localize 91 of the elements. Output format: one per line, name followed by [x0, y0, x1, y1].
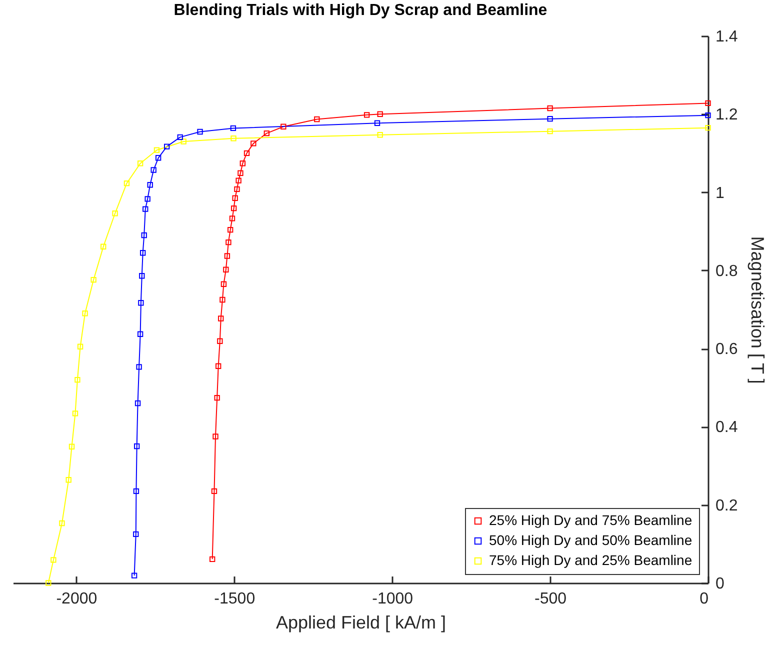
- point: [131, 572, 138, 578]
- point: [240, 160, 246, 166]
- y-tick-label: 1: [716, 184, 724, 202]
- point: [124, 180, 130, 186]
- point: [377, 132, 383, 138]
- point: [250, 140, 256, 146]
- point: [50, 557, 56, 563]
- point: [138, 300, 144, 306]
- point: [77, 344, 84, 350]
- point: [59, 520, 65, 526]
- point: [100, 244, 106, 250]
- point: [141, 232, 147, 238]
- point: [230, 125, 236, 132]
- point: [142, 206, 148, 212]
- point: [133, 488, 140, 494]
- point: [705, 112, 711, 118]
- y-tick-label: 0.6: [716, 341, 738, 358]
- point: [214, 394, 220, 401]
- point: [364, 112, 370, 118]
- x-tick-label: -500: [534, 590, 567, 608]
- point: [314, 116, 320, 122]
- point: [180, 138, 186, 144]
- point: [147, 182, 153, 188]
- point: [82, 310, 88, 316]
- point: [218, 316, 224, 322]
- x-tick-label: 0: [700, 590, 709, 608]
- point: [228, 226, 234, 233]
- point: [215, 363, 222, 369]
- point: [220, 296, 226, 303]
- chart-title: Blending Trials with High Dy Scrap and Beamline: [174, 2, 548, 19]
- point: [72, 410, 78, 416]
- point: [705, 100, 711, 106]
- point: [139, 273, 145, 279]
- x-tick-label: -2000: [56, 590, 98, 608]
- point: [217, 338, 223, 344]
- point: [230, 205, 237, 212]
- legend-label: 25% High Dy and 75% Beamline: [489, 512, 692, 528]
- point: [223, 266, 229, 272]
- point: [236, 178, 242, 184]
- point: [547, 105, 553, 112]
- point: [137, 331, 144, 337]
- point: [264, 130, 270, 136]
- point: [209, 556, 216, 562]
- y-tick-label: 0.4: [716, 419, 738, 436]
- point: [212, 434, 218, 440]
- legend-label: 50% High Dy and 50% Beamline: [489, 532, 692, 548]
- point: [374, 120, 380, 126]
- point: [377, 111, 383, 117]
- point: [705, 124, 711, 131]
- x-tick-label: -1000: [372, 590, 414, 608]
- legend-label: 75% High Dy and 25% Beamline: [489, 552, 692, 568]
- point: [68, 444, 75, 450]
- point: [134, 400, 141, 406]
- point: [155, 155, 162, 161]
- point: [150, 167, 156, 173]
- point: [232, 195, 238, 201]
- point: [220, 281, 227, 287]
- point: [66, 477, 72, 483]
- point: [547, 116, 553, 122]
- x-tick-label: -1500: [214, 590, 256, 608]
- point: [133, 531, 139, 538]
- point: [112, 210, 118, 216]
- y-tick-label: 1.2: [716, 106, 738, 124]
- y-axis-title: Magnetisation [ T ]: [748, 236, 768, 384]
- point: [280, 124, 286, 130]
- point: [154, 147, 160, 153]
- point: [230, 136, 236, 142]
- point: [211, 488, 218, 494]
- point: [136, 364, 142, 370]
- point: [177, 134, 183, 140]
- point: [547, 128, 553, 134]
- point: [134, 443, 140, 450]
- y-tick-label: 0.8: [716, 262, 738, 280]
- point: [224, 253, 230, 259]
- x-axis-title: Applied Field [ kA/m ]: [276, 612, 446, 632]
- point: [164, 144, 170, 150]
- y-tick-label: 0.2: [716, 497, 738, 514]
- point: [234, 186, 240, 192]
- point: [90, 276, 96, 283]
- point: [140, 250, 146, 256]
- point: [229, 216, 236, 222]
- point: [46, 580, 52, 586]
- point: [197, 128, 203, 135]
- point: [238, 170, 244, 176]
- point: [226, 239, 232, 246]
- point: [137, 160, 144, 166]
- point: [74, 376, 80, 383]
- y-tick-label: 0: [716, 576, 724, 592]
- point: [144, 196, 150, 202]
- y-tick-label: 1.4: [716, 28, 738, 46]
- point: [244, 150, 250, 156]
